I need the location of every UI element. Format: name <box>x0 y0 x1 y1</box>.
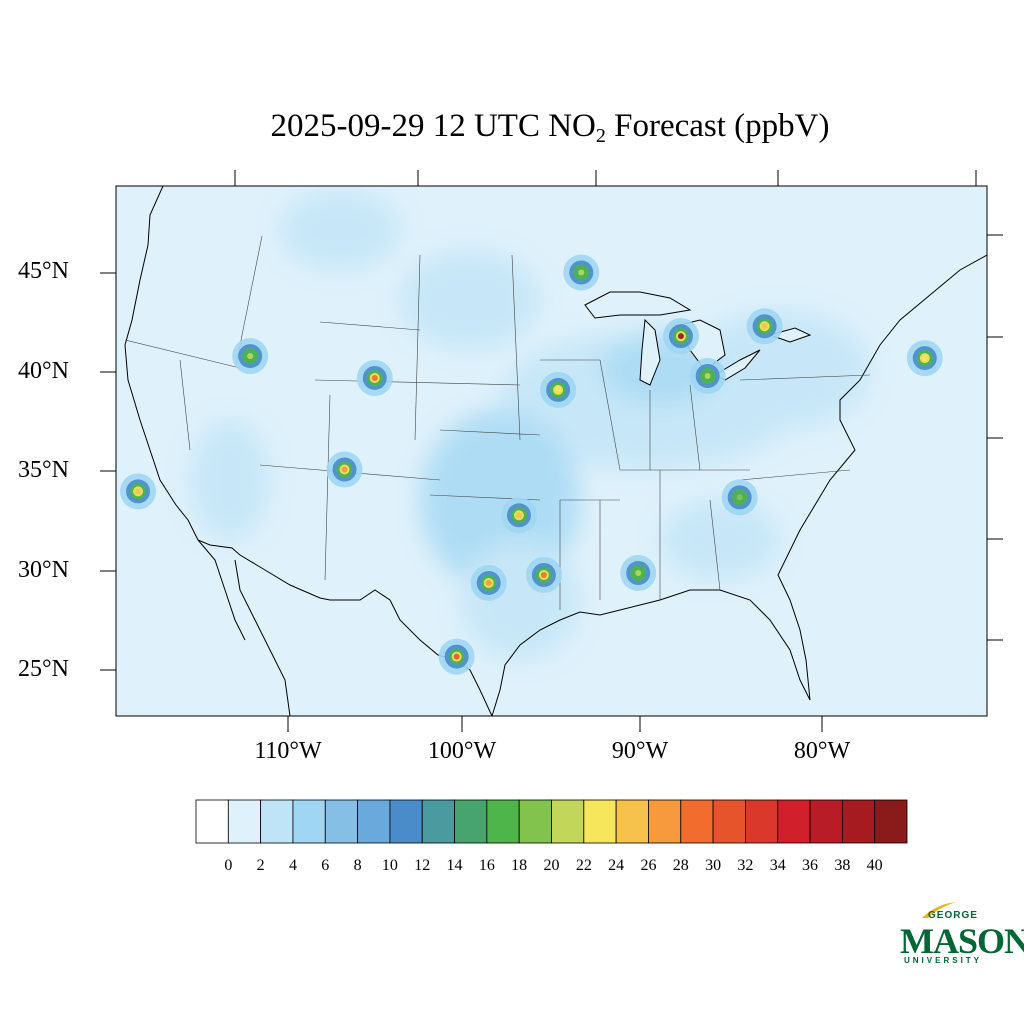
hotspot <box>563 254 600 291</box>
colorbar-swatch <box>841 799 876 844</box>
colorbar-tick: 16 <box>478 857 495 874</box>
colorbar-swatch <box>357 799 391 844</box>
colorbar-swatch <box>421 799 455 844</box>
hotspot <box>326 451 363 488</box>
colorbar-swatch <box>551 799 585 844</box>
colorbar-tick: 36 <box>802 857 819 874</box>
lat-label-30: 30°N <box>18 557 69 583</box>
colorbar-swatch <box>195 799 229 844</box>
hotspot <box>525 556 562 593</box>
hotspot <box>470 564 507 601</box>
lon-label-110w: 110°W <box>254 738 322 764</box>
colorbar-tick: 30 <box>705 857 722 874</box>
colorbar-tick: 0 <box>224 857 233 874</box>
colorbar-tick: 24 <box>608 857 625 874</box>
colorbar-swatch <box>777 799 811 844</box>
map-title: 2025-09-29 12 UTC NO2 Forecast (ppbV) <box>270 108 830 147</box>
colorbar-tick: 32 <box>737 857 754 874</box>
logo-university: UNIVERSITY <box>904 956 983 965</box>
hotspot <box>689 357 726 394</box>
hotspot <box>356 359 393 396</box>
hotspot <box>500 497 537 534</box>
colorbar-tick: 12 <box>414 857 431 874</box>
colorbar-swatch <box>518 799 552 844</box>
colorbar-swatch <box>454 799 488 844</box>
hotspot <box>232 338 269 375</box>
colorbar-swatch <box>292 799 326 844</box>
logo-mason: MASON <box>900 921 1024 961</box>
colorbar-swatch <box>712 799 746 844</box>
hotspot <box>438 638 475 675</box>
regional-haze <box>190 190 870 660</box>
gmu-logo: GEORGE MASON UNIVERSITY <box>898 900 1024 970</box>
state-boundaries <box>124 235 871 610</box>
colorbar-tick: 28 <box>672 857 689 874</box>
no2-hotspots <box>120 254 943 675</box>
colorbar-swatch <box>809 799 843 844</box>
logo-george: GEORGE <box>928 910 978 921</box>
hotspot <box>620 554 657 591</box>
colorbar-tick: 40 <box>866 857 883 874</box>
colorbar-swatch <box>583 799 617 844</box>
colorbar-tick: 14 <box>446 857 463 874</box>
colorbar-tick: 34 <box>769 857 786 874</box>
colorbar-swatch <box>260 799 294 844</box>
colorbar-swatch <box>615 799 649 844</box>
hotspot <box>746 308 783 345</box>
colorbar-tick: 4 <box>288 857 297 874</box>
lon-label-90w: 90°W <box>611 738 669 764</box>
colorbar-swatch <box>745 799 779 844</box>
logo-swoosh-icon <box>922 902 956 918</box>
colorbar-tick: 2 <box>256 857 265 874</box>
lat-label-35: 35°N <box>18 457 69 483</box>
colorbar-swatch <box>648 799 682 844</box>
colorbar-swatch <box>227 799 262 844</box>
colorbar <box>195 799 908 844</box>
colorbar-swatch <box>389 799 423 844</box>
colorbar-swatch <box>874 799 908 844</box>
hotspot <box>906 340 943 377</box>
lon-label-100w: 100°W <box>427 738 497 764</box>
axis-ticks <box>100 170 1003 732</box>
colorbar-tick: 20 <box>543 857 560 874</box>
colorbar-tick: 8 <box>353 857 362 874</box>
colorbar-swatch <box>324 799 358 844</box>
lat-label-25: 25°N <box>18 656 69 682</box>
lon-label-80w: 80°W <box>793 738 851 764</box>
colorbar-swatch <box>486 799 520 844</box>
colorbar-tick: 26 <box>640 857 657 874</box>
colorbar-tick: 6 <box>321 857 330 874</box>
colorbar-tick: 22 <box>575 857 592 874</box>
map-frame <box>115 185 988 717</box>
colorbar-swatch <box>680 799 714 844</box>
hotspot <box>721 479 758 516</box>
lat-label-40: 40°N <box>18 358 69 384</box>
hotspot <box>662 318 699 355</box>
colorbar-tick: 18 <box>511 857 528 874</box>
hotspot <box>540 371 577 408</box>
colorbar-tick: 10 <box>381 857 398 874</box>
colorbar-tick: 38 <box>834 857 851 874</box>
lat-label-45: 45°N <box>18 258 69 284</box>
hotspot <box>120 473 157 510</box>
